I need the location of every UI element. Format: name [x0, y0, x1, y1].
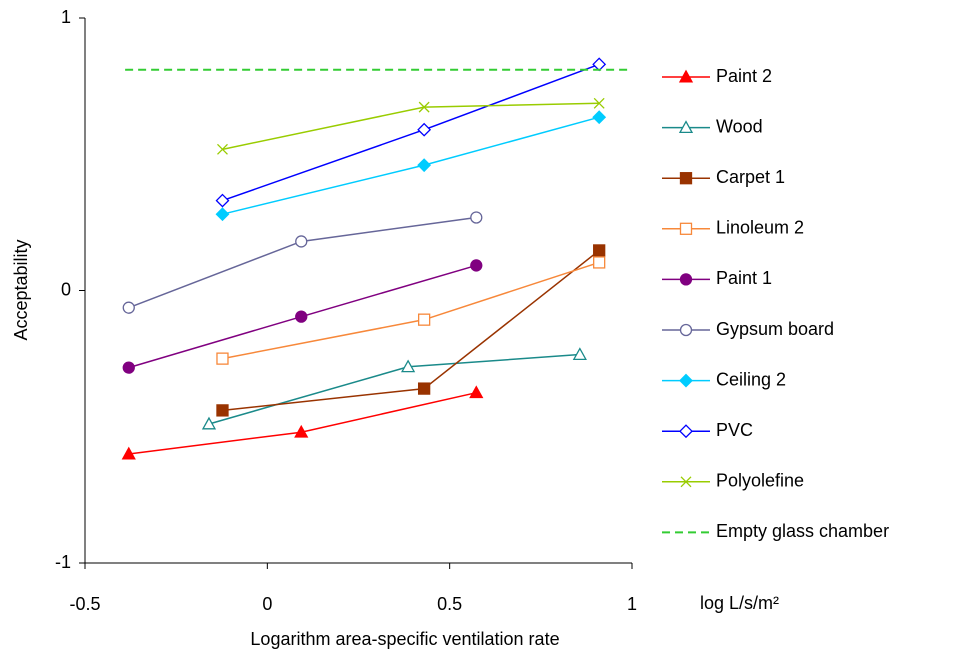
marker [469, 385, 484, 399]
marker [593, 256, 606, 269]
series-line [222, 102, 600, 151]
legend-label: Paint 2 [716, 66, 772, 86]
legend-label: Empty glass chamber [716, 521, 889, 541]
marker [678, 69, 694, 83]
series-line [208, 353, 580, 425]
marker [122, 361, 135, 374]
series-line [222, 116, 600, 215]
marker [680, 476, 692, 488]
x-tick-label: 0 [262, 594, 272, 614]
marker [679, 424, 693, 439]
x-axis-unit: log L/s/m² [700, 593, 779, 613]
marker [417, 382, 431, 395]
legend-label: Ceiling 2 [716, 369, 786, 389]
series-line [222, 249, 600, 412]
marker [216, 352, 229, 365]
marker [679, 172, 693, 185]
legend-label: Paint 1 [716, 268, 772, 288]
marker [201, 416, 217, 430]
series-line [222, 261, 600, 360]
marker [417, 158, 432, 173]
legend-label: Linoleum 2 [716, 218, 804, 238]
marker [122, 301, 135, 314]
legend-label: Polyolefine [716, 471, 804, 491]
marker [295, 310, 308, 323]
x-axis-label: Logarithm area-specific ventilation rate [250, 629, 559, 649]
y-tick-label: 1 [61, 7, 71, 27]
series-line [128, 216, 477, 309]
marker [400, 359, 416, 373]
marker [215, 207, 230, 222]
y-tick-label: 0 [61, 279, 71, 299]
legend-label: Gypsum board [716, 319, 834, 339]
marker [470, 211, 483, 224]
legend-label: Carpet 1 [716, 167, 785, 187]
marker [679, 373, 693, 388]
marker [679, 222, 693, 235]
marker [217, 143, 228, 155]
marker [470, 259, 483, 272]
marker [679, 323, 693, 337]
x-tick-label: 1 [627, 594, 637, 614]
marker [215, 193, 230, 208]
marker [592, 110, 607, 125]
marker [121, 446, 136, 460]
marker [295, 235, 308, 248]
marker [593, 97, 605, 109]
marker [417, 122, 432, 137]
legend-label: PVC [716, 420, 753, 440]
marker [572, 347, 587, 360]
y-axis-label: Acceptability [11, 239, 31, 340]
marker [592, 57, 607, 72]
marker [216, 404, 229, 417]
marker [593, 244, 606, 257]
marker [294, 424, 309, 438]
x-tick-label: -0.5 [69, 594, 100, 614]
marker [678, 120, 694, 134]
x-tick-label: 0.5 [437, 594, 462, 614]
legend-label: Wood [716, 116, 763, 136]
marker [418, 101, 430, 113]
y-tick-label: -1 [55, 552, 71, 572]
marker [417, 313, 431, 326]
marker [679, 273, 693, 286]
